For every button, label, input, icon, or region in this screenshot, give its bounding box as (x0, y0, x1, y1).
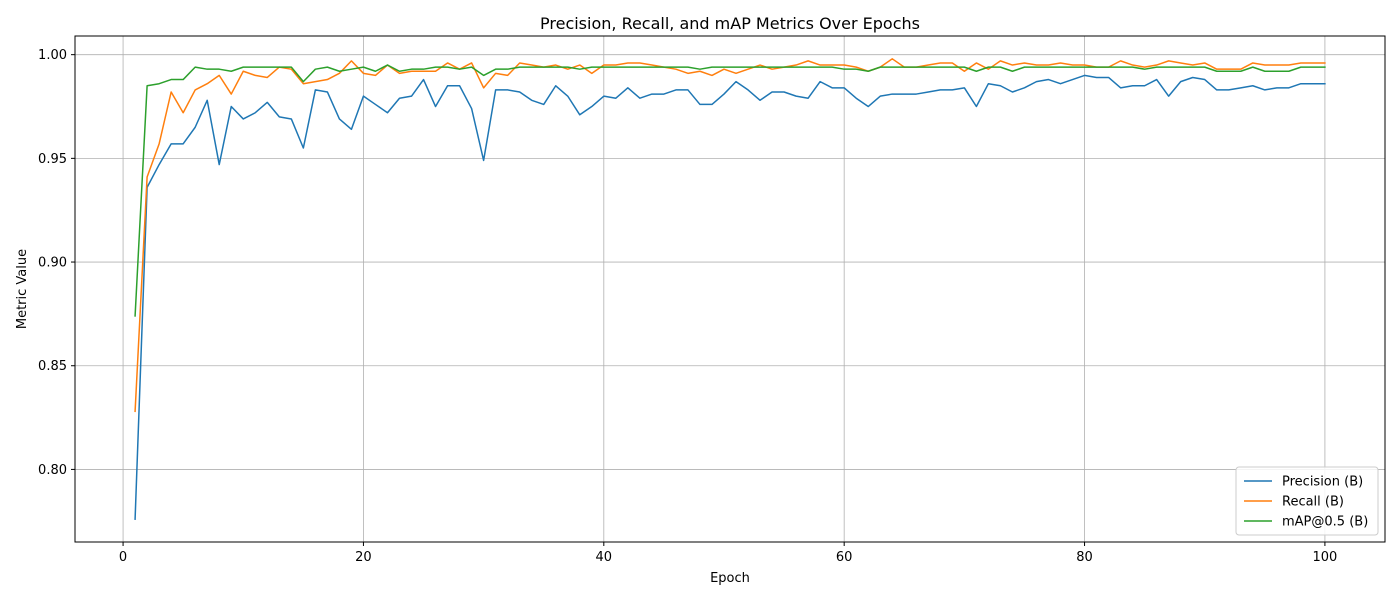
y-axis-ticks: 0.80 0.85 0.90 0.95 1.00 (38, 48, 75, 478)
y-tick-label: 1.00 (38, 48, 67, 63)
x-tick-label: 0 (119, 550, 127, 565)
chart-title: Precision, Recall, and mAP Metrics Over … (540, 14, 920, 33)
x-tick-label: 100 (1312, 550, 1337, 565)
legend-label: Precision (B) (1282, 475, 1363, 490)
x-tick-label: 60 (836, 550, 853, 565)
plot-frame (74, 35, 1386, 543)
y-tick-label: 0.90 (38, 256, 67, 271)
series-line-2 (134, 58, 1326, 413)
series-lines (134, 58, 1326, 520)
legend-box (1235, 466, 1379, 536)
y-tick-label: 0.80 (38, 463, 67, 478)
legend-label: Recall (B) (1282, 495, 1344, 510)
grid-lines (75, 36, 1385, 542)
series-line-3 (134, 64, 1326, 317)
y-axis-label: Metric Value (15, 249, 30, 329)
x-axis-label: Epoch (710, 571, 750, 586)
x-axis-ticks: 0 20 40 60 80 100 (119, 542, 1337, 565)
x-tick-label: 80 (1076, 550, 1093, 565)
series-line-1 (134, 74, 1326, 520)
legend-label: mAP@0.5 (B) (1282, 515, 1368, 530)
x-tick-label: 40 (596, 550, 613, 565)
y-tick-label: 0.85 (38, 359, 67, 374)
y-tick-label: 0.95 (38, 152, 67, 167)
legend: Precision (B) Recall (B) mAP@0.5 (B) (1235, 466, 1379, 536)
x-tick-label: 20 (355, 550, 372, 565)
